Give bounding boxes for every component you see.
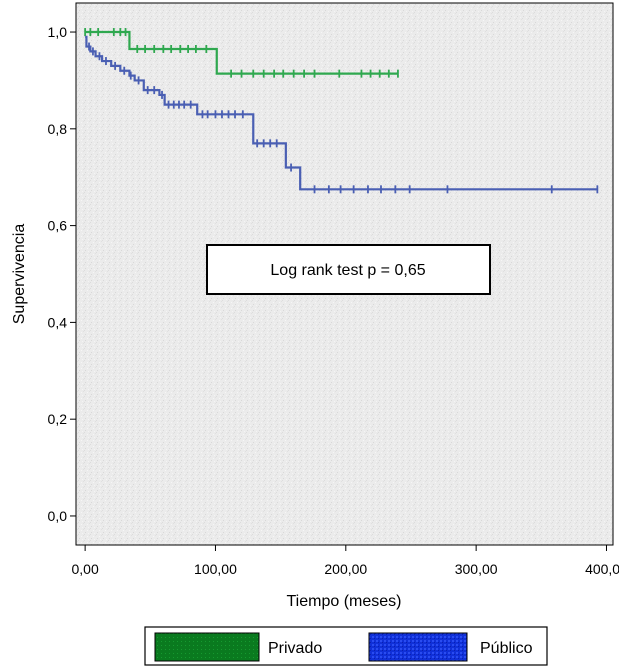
x-tick-label: 200,00 [324,561,367,577]
x-tick-label: 0,00 [71,561,98,577]
y-tick-label: 0,4 [48,314,68,330]
axes: 0,00 100,00 200,00 300,00 400,00 0,0 0,2 0,4 0,6… [48,24,619,577]
legend: Privado Público [144,626,548,666]
y-tick-label: 0,2 [48,411,68,427]
x-tick-label: 300,00 [455,561,498,577]
legend-label-publico: Público [480,640,533,657]
y-tick-label: 0,8 [48,121,68,137]
x-tick-label: 400,00 [585,561,619,577]
annotation-box [206,244,491,295]
y-tick-label: 0,0 [48,508,68,524]
x-tick-label: 100,00 [194,561,237,577]
series-layer [84,28,599,194]
annotation-text: Log rank test p = 0,65 [270,262,425,279]
y-axis-label: Supervivencia [11,224,28,325]
series-line-privado [85,30,398,75]
legend-label-privado: Privado [268,640,322,657]
x-axis-label: Tiempo (meses) [287,593,402,610]
annotation: Log rank test p = 0,65 [206,244,491,295]
series-line-publico [85,35,598,191]
y-tick-label: 0,6 [48,218,68,234]
legend-swatch-publico [368,632,468,662]
y-tick-label: 1,0 [48,24,68,40]
legend-swatch-privado [154,632,260,662]
